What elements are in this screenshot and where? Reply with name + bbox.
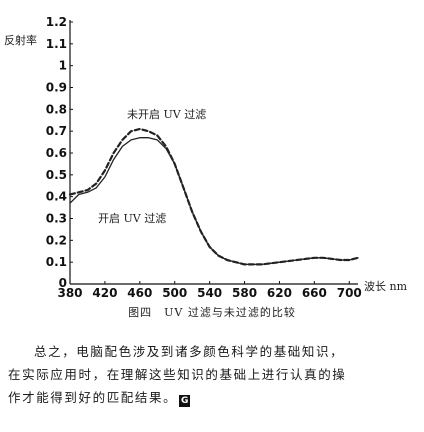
y-tick-label: 0.3: [46, 212, 67, 226]
x-tick-label: 660: [302, 286, 327, 300]
x-tick-label: 460: [127, 286, 152, 300]
paragraph-line-1: 总之，电脑配色涉及到诸多颜色科学的基础知识，: [34, 344, 345, 359]
y-tick-label: 1.2: [46, 15, 67, 29]
y-tick-label: 0.6: [46, 146, 67, 160]
series-line-uv-off: [68, 127, 360, 266]
reflectance-chart: 0.1 0.2 0.3 0.4 0.5 0.6 0.7 0.8 0.9 1 1.1 1.2 0 380 4…: [4, 15, 408, 300]
x-tick-label: 500: [162, 286, 187, 300]
x-tick-label: 540: [197, 286, 222, 300]
x-tick-label: 380: [57, 286, 82, 300]
y-tick-label: 0.2: [46, 233, 67, 247]
series-line-uv-on: [69, 137, 359, 266]
x-tick-label: 700: [337, 286, 362, 300]
end-mark-icon: G: [179, 395, 191, 407]
paragraph-line-3: 作才能得到好的匹配结果。: [8, 390, 178, 405]
x-tick-label: 420: [92, 286, 117, 300]
y-tick-label: 0.7: [46, 124, 67, 138]
y-tick-label: 0.9: [46, 81, 67, 95]
y-tick-label-zero: 0: [59, 276, 67, 290]
paragraph-line-2: 在实际应用时，在理解这些知识的基础上进行认真的操: [8, 367, 347, 382]
x-tick-label: 620: [267, 286, 292, 300]
y-tick-label: 1.1: [46, 37, 67, 51]
paragraph-line: 作才能得到好的匹配结果。 G: [8, 386, 418, 409]
paragraph-line: 总之，电脑配色涉及到诸多颜色科学的基础知识，: [8, 340, 418, 363]
chart-series: [68, 127, 360, 266]
x-axis-title: 波长 nm: [364, 280, 408, 293]
paragraph-line: 在实际应用时，在理解这些知识的基础上进行认真的操: [8, 363, 418, 386]
y-tick-label: 0.8: [46, 102, 67, 116]
figure-caption: 图四 UV 过滤与未过滤的比较: [128, 306, 296, 319]
x-tick-label: 580: [232, 286, 257, 300]
annotation-uv-off: 未开启 UV 过滤: [127, 108, 206, 121]
y-axis-title: 反射率: [4, 33, 37, 47]
annotation-uv-on: 开启 UV 过滤: [98, 212, 166, 225]
y-tick-label: 1: [59, 59, 67, 73]
y-tick-label: 0.1: [46, 255, 67, 269]
y-tick-label: 0.5: [46, 168, 67, 182]
y-tick-label: 0.4: [46, 190, 67, 204]
y-tick-labels: 0.1 0.2 0.3 0.4 0.5 0.6 0.7 0.8 0.9 1 1.1 1.2 0: [46, 15, 73, 290]
x-tick-labels: 380 420 460 500 540 580 620 660 700: [57, 281, 362, 300]
body-paragraph: 总之，电脑配色涉及到诸多颜色科学的基础知识， 在实际应用时，在理解这些知识的基础…: [8, 340, 418, 409]
